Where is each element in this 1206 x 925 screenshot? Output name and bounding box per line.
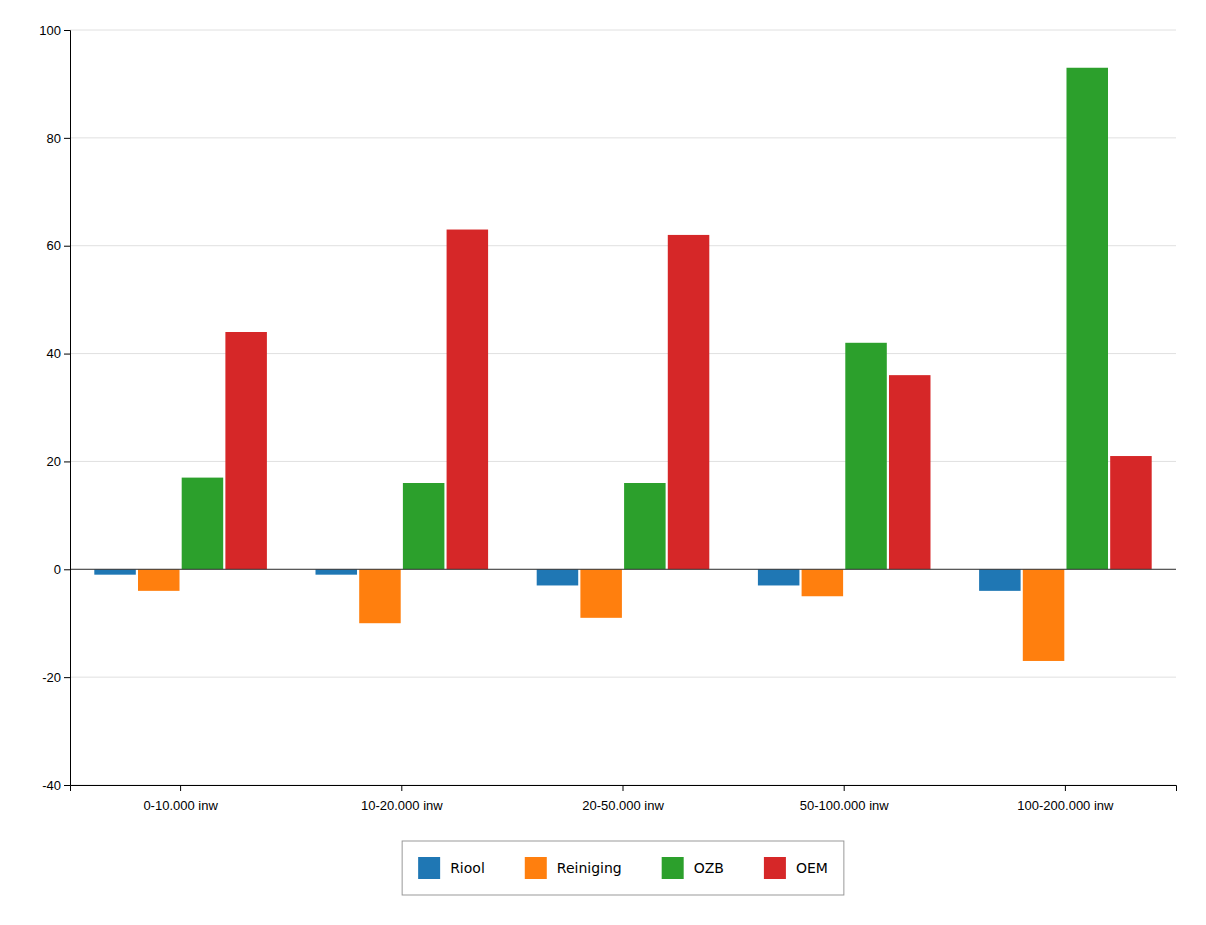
y-tick: 0 (54, 562, 70, 577)
legend-label: OEM (796, 860, 828, 876)
bar (94, 569, 136, 574)
y-tick-mark (64, 138, 70, 139)
grid-line (70, 677, 1176, 678)
y-tick-label: -20 (42, 670, 61, 685)
x-tick: 10-20.000 inw (361, 785, 443, 813)
bar (316, 569, 358, 574)
bar (1110, 456, 1152, 569)
bar-series (182, 68, 1108, 570)
bar (668, 235, 710, 569)
y-tick-mark (64, 30, 70, 31)
zero-line (70, 569, 1176, 570)
plot: -40 -20 0 20 40 60 80 100 0-10.000 inw 10-20.000 … (39, 23, 1176, 813)
bar (889, 375, 931, 569)
y-tick-label: 0 (54, 562, 61, 577)
x-tick-mark (844, 785, 845, 791)
bar (1066, 68, 1108, 570)
bar (580, 569, 622, 618)
grid-line (70, 30, 1176, 31)
bar (537, 569, 579, 585)
grid (70, 30, 1176, 785)
legend-swatch (525, 857, 547, 879)
y-tick: 20 (47, 454, 70, 469)
x-tick-label: 50-100.000 inw (800, 798, 890, 813)
y-tick-mark (64, 354, 70, 355)
x-tick-label: 10-20.000 inw (361, 798, 443, 813)
bar (182, 478, 224, 570)
y-axis: -40 -20 0 20 40 60 80 100 (39, 23, 70, 793)
x-tick-mark (401, 785, 402, 791)
bar (225, 332, 267, 569)
y-tick: 100 (39, 23, 70, 38)
bar (403, 483, 445, 569)
legend-label: Riool (450, 860, 485, 876)
y-tick-mark (64, 569, 70, 570)
bar-series (225, 230, 1151, 570)
bar (979, 569, 1021, 591)
y-tick-mark (64, 461, 70, 462)
bar (138, 569, 180, 591)
legend-item: Reiniging (525, 857, 622, 879)
legend-item: OZB (662, 857, 724, 879)
bars (94, 68, 1151, 661)
bar (624, 483, 666, 569)
x-tick: 50-100.000 inw (800, 785, 890, 813)
y-tick-label: -40 (42, 778, 61, 793)
chart: -40 -20 0 20 40 60 80 100 0-10.000 inw 10-20.000 … (0, 0, 1206, 925)
y-tick-label: 100 (39, 23, 61, 38)
y-tick: -40 (42, 778, 70, 793)
grid-line (70, 569, 1176, 570)
legend-swatch (764, 857, 786, 879)
legend-item: OEM (764, 857, 828, 879)
y-tick-mark (64, 246, 70, 247)
y-tick-label: 40 (47, 346, 61, 361)
y-tick-mark (64, 785, 70, 786)
x-tick-mark (180, 785, 181, 791)
y-axis-line (64, 31, 71, 786)
y-tick: 80 (47, 131, 70, 146)
legend-label: OZB (694, 860, 724, 876)
x-tick-label: 100-200.000 inw (1017, 798, 1114, 813)
bar (802, 569, 844, 596)
bar (359, 569, 401, 623)
grid-line (70, 245, 1176, 246)
y-tick-label: 20 (47, 454, 61, 469)
legend-swatch (418, 857, 440, 879)
x-tick-label: 20-50.000 inw (582, 798, 664, 813)
bar (758, 569, 800, 585)
y-tick: 60 (47, 238, 70, 253)
legend-label: Reiniging (557, 860, 622, 876)
legend-item: Riool (418, 857, 485, 879)
x-axis: 0-10.000 inw 10-20.000 inw 20-50.000 inw 50… (71, 785, 1177, 813)
bar (1023, 569, 1065, 661)
y-tick: -20 (42, 670, 70, 685)
legend: Riool Reiniging OZB OEM (402, 841, 844, 895)
x-tick-label: 0-10.000 inw (143, 798, 218, 813)
y-tick-label: 80 (47, 131, 61, 146)
y-tick-mark (64, 677, 70, 678)
y-tick-label: 60 (47, 238, 61, 253)
bar-series (138, 569, 1064, 661)
y-tick: 40 (47, 346, 70, 361)
x-tick: 0-10.000 inw (143, 785, 218, 813)
x-tick: 100-200.000 inw (1017, 785, 1114, 813)
x-tick: 20-50.000 inw (582, 785, 664, 813)
bar (845, 343, 887, 570)
bar-series (94, 569, 1020, 591)
grid-line (70, 137, 1176, 138)
legend-frame (402, 841, 844, 895)
legend-swatch (662, 857, 684, 879)
bar (447, 230, 489, 570)
x-axis-line (71, 786, 1177, 792)
x-tick-mark (1065, 785, 1066, 791)
x-tick-mark (623, 785, 624, 791)
